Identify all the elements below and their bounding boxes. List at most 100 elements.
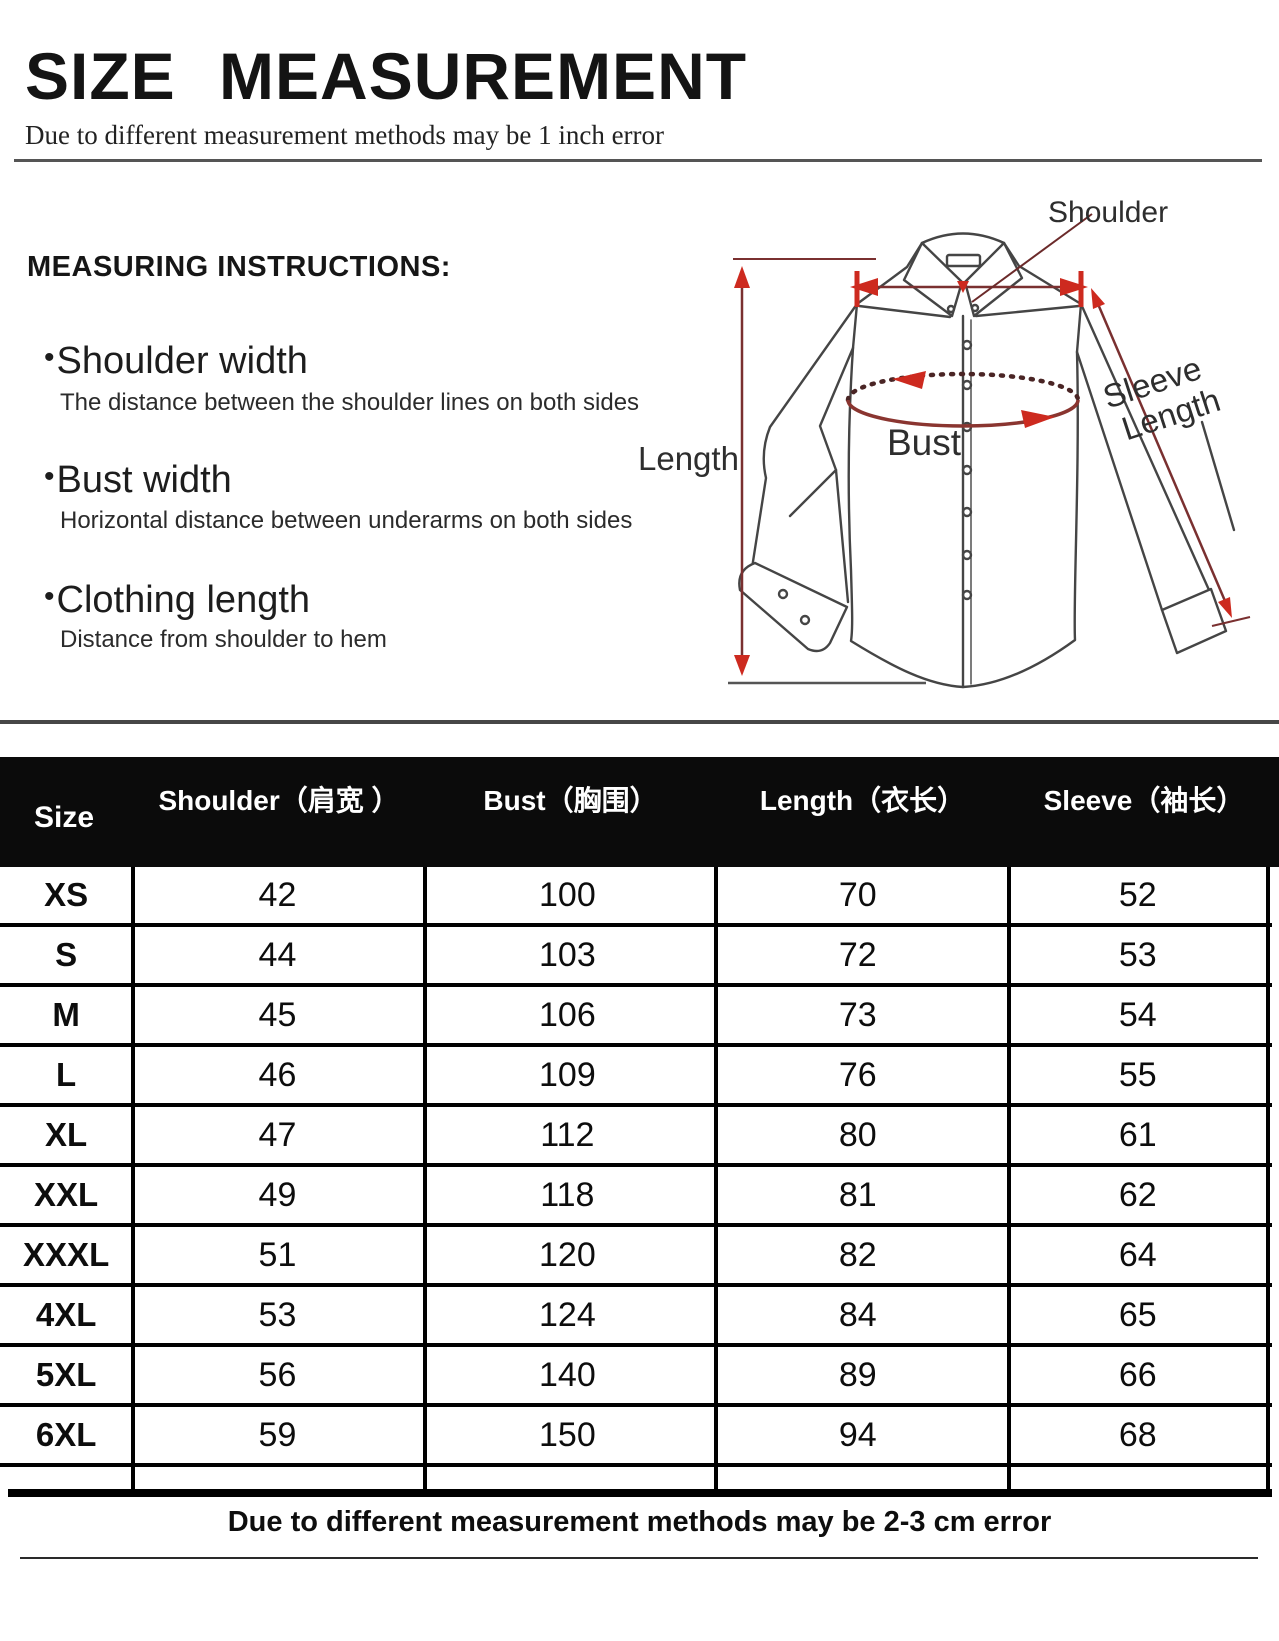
table-row-L: L 46 109 76 55 xyxy=(0,1047,1272,1107)
value-cell-length: 82 xyxy=(838,1235,877,1274)
column-border xyxy=(1266,867,1270,1489)
table-row-6XL: 6XL 59 150 94 68 xyxy=(0,1407,1272,1467)
table-row-M: M 45 106 73 54 xyxy=(0,987,1272,1047)
value-cell-shoulder: 44 xyxy=(258,935,297,974)
value-cell-shoulder: 46 xyxy=(258,1055,297,1094)
value-cell-sleeve: 54 xyxy=(1118,995,1157,1034)
column-header-3: Length（衣长） xyxy=(759,785,966,816)
value-cell-shoulder: 56 xyxy=(258,1355,297,1394)
value-cell-shoulder: 42 xyxy=(258,875,297,914)
length-label: Length xyxy=(638,440,739,477)
table-row-S: S 44 103 72 53 xyxy=(0,927,1272,987)
instruction-desc-length: Distance from shoulder to hem xyxy=(60,626,387,653)
value-cell-sleeve: 68 xyxy=(1118,1415,1157,1454)
size-cell: M xyxy=(52,996,80,1033)
column-header-1: Shoulder（肩宽 ） xyxy=(158,785,400,816)
value-cell-sleeve: 55 xyxy=(1118,1055,1157,1094)
page-title: SIZE MEASUREMENT xyxy=(25,39,748,113)
bust-measure-ellipse xyxy=(845,371,1081,428)
column-border xyxy=(423,867,427,1489)
value-cell-sleeve: 64 xyxy=(1118,1235,1157,1274)
column-header-0: Size xyxy=(34,801,95,834)
value-cell-bust: 106 xyxy=(539,995,596,1034)
table-bottom-border xyxy=(8,1489,1272,1497)
value-cell-bust: 109 xyxy=(539,1055,596,1094)
instructions-heading: MEASURING INSTRUCTIONS: xyxy=(27,251,451,283)
value-cell-sleeve: 52 xyxy=(1118,875,1157,914)
instruction-term-length: •Clothing length xyxy=(44,579,310,622)
shirt-measurement-diagram: Shoulder Length Bust Sleeve Length xyxy=(638,196,1251,689)
table-row-5XL: 5XL 56 140 89 66 xyxy=(0,1347,1272,1407)
value-cell-length: 89 xyxy=(838,1355,877,1394)
value-cell-shoulder: 47 xyxy=(258,1115,297,1154)
size-cell: XL xyxy=(45,1116,88,1153)
sleeve-measure-arrow xyxy=(1091,288,1251,627)
collar-label xyxy=(945,253,982,268)
instruction-term-text: Clothing length xyxy=(56,579,311,621)
bullet-icon: • xyxy=(44,341,55,374)
size-cell: XXXL xyxy=(23,1236,110,1273)
value-cell-shoulder: 53 xyxy=(258,1295,297,1334)
size-cell: 6XL xyxy=(35,1416,97,1453)
value-cell-bust: 140 xyxy=(539,1355,596,1394)
shoulder-measure-arrow xyxy=(850,271,1088,307)
value-cell-sleeve: 66 xyxy=(1118,1355,1157,1394)
instruction-term-shoulder: •Shoulder width xyxy=(44,340,308,383)
value-cell-length: 80 xyxy=(838,1115,877,1154)
column-header-2: Bust（胸围） xyxy=(483,785,658,816)
instruction-desc-bust: Horizontal distance between underarms on… xyxy=(60,507,633,534)
table-row-XL: XL 47 112 80 61 xyxy=(0,1107,1272,1167)
size-cell: XS xyxy=(44,876,89,913)
column-header-4: Sleeve（袖长） xyxy=(1043,785,1245,816)
length-measure-arrow xyxy=(728,258,926,685)
instruction-desc-shoulder: The distance between the shoulder lines … xyxy=(60,389,640,416)
value-cell-length: 94 xyxy=(838,1415,877,1454)
shirt-buttons xyxy=(961,339,973,601)
size-cell: L xyxy=(56,1056,77,1093)
section-divider xyxy=(0,720,1279,724)
table-row-XXL: XXL 49 118 81 62 xyxy=(0,1167,1272,1227)
value-cell-bust: 100 xyxy=(539,875,596,914)
value-cell-bust: 150 xyxy=(539,1415,596,1454)
instruction-term-bust: •Bust width xyxy=(44,459,232,502)
table-row-XXXL: XXXL 51 120 82 64 xyxy=(0,1227,1272,1287)
value-cell-bust: 112 xyxy=(540,1115,595,1154)
size-cell: 4XL xyxy=(35,1296,97,1333)
value-cell-bust: 124 xyxy=(539,1295,596,1334)
value-cell-shoulder: 51 xyxy=(258,1235,297,1274)
footer-divider xyxy=(20,1557,1258,1559)
title-divider xyxy=(14,159,1262,162)
size-cell: XXL xyxy=(34,1176,99,1213)
value-cell-sleeve: 61 xyxy=(1118,1115,1157,1154)
value-cell-sleeve: 65 xyxy=(1118,1295,1157,1334)
size-table-header: Size Shoulder（肩宽 ） Bust（胸围） Length（衣长） Sleev… xyxy=(0,757,1279,867)
size-cell: S xyxy=(55,936,78,973)
value-cell-length: 72 xyxy=(838,935,877,974)
instruction-term-text: Bust width xyxy=(56,459,232,501)
bust-label: Bust xyxy=(887,422,962,463)
value-cell-shoulder: 59 xyxy=(258,1415,297,1454)
shoulder-pointer-line xyxy=(971,213,1093,303)
table-row-4XL: 4XL 53 124 84 65 xyxy=(0,1287,1272,1347)
value-cell-length: 81 xyxy=(838,1175,877,1214)
column-border xyxy=(714,867,718,1489)
value-cell-length: 73 xyxy=(838,995,877,1034)
footer-note: Due to different measurement methods may… xyxy=(227,1506,1052,1538)
value-cell-length: 76 xyxy=(838,1055,877,1094)
column-border xyxy=(1007,867,1011,1489)
value-cell-bust: 103 xyxy=(539,935,596,974)
measurement-annotations xyxy=(728,213,1251,685)
value-cell-length: 70 xyxy=(838,875,877,914)
size-cell: 5XL xyxy=(35,1356,97,1393)
shoulder-label: Shoulder xyxy=(1048,196,1168,229)
value-cell-bust: 118 xyxy=(540,1175,595,1214)
bullet-icon: • xyxy=(44,580,55,613)
value-cell-shoulder: 49 xyxy=(258,1175,297,1214)
table-row-XS: XS 42 100 70 52 xyxy=(0,867,1272,927)
value-cell-sleeve: 53 xyxy=(1118,935,1157,974)
value-cell-length: 84 xyxy=(838,1295,877,1334)
value-cell-sleeve: 62 xyxy=(1118,1175,1157,1214)
value-cell-bust: 120 xyxy=(539,1235,596,1274)
page-subtitle: Due to different measurement methods may… xyxy=(25,120,665,150)
